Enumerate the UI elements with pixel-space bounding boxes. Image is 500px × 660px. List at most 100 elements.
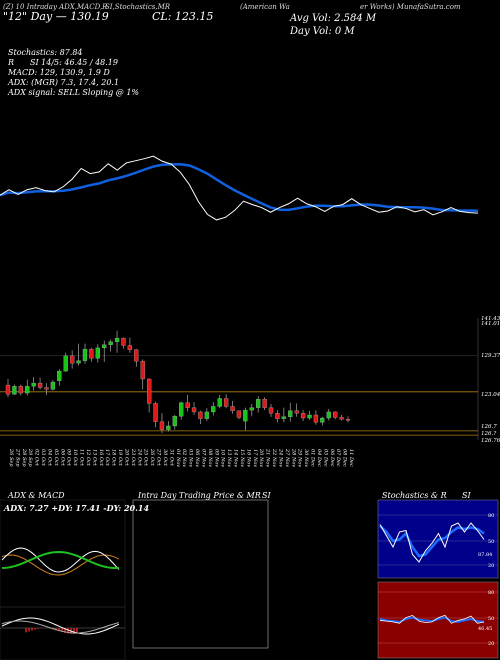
- date-label: 17 Nov: [252, 449, 258, 467]
- stoch-axis-label: 80: [488, 513, 494, 519]
- date-label: 25 Oct: [143, 448, 149, 467]
- candle-body: [134, 349, 139, 362]
- stoch-axis-label: 50: [488, 539, 494, 545]
- header-close-value: CL: 123.15: [152, 10, 214, 23]
- candle-body: [82, 348, 88, 361]
- stoch-title: Stochastics & R: [382, 491, 447, 500]
- candle-body: [76, 360, 81, 364]
- candle-body: [230, 406, 235, 411]
- candle-body: [146, 378, 152, 404]
- candle-body: [281, 416, 286, 419]
- candle-body: [333, 411, 338, 418]
- date-label: 15 Nov: [239, 449, 245, 467]
- date-label: 05 Oct: [53, 449, 59, 467]
- rsi-readout: SI 14/5: 46.45 / 48.19: [30, 58, 118, 67]
- date-label: 06 Dec: [329, 449, 335, 467]
- date-label: 06 Nov: [194, 449, 200, 467]
- price-label-0: 141.43: [481, 316, 500, 322]
- date-label: 01 Nov: [175, 449, 181, 467]
- stochastics-readout: Stochastics: 87.84: [8, 48, 83, 57]
- candle-body: [50, 381, 56, 390]
- intraday-panel: [132, 499, 269, 649]
- intraday-title-si: SI: [262, 491, 271, 500]
- intraday-title: Intra Day Trading Price & MR: [138, 491, 261, 500]
- candle-body: [108, 341, 113, 345]
- date-label: 07 Nov: [200, 449, 206, 467]
- rsi-line: [379, 616, 485, 623]
- date-label: 18 Oct: [111, 449, 117, 467]
- candle-body: [114, 337, 120, 342]
- stoch-axis-label: 20: [488, 563, 494, 569]
- candle-body: [179, 402, 184, 417]
- adx-signal: ADX signal: SELL Sloping @ 1%: [8, 88, 140, 97]
- candle-body: [5, 384, 11, 395]
- candle-body: [288, 410, 293, 417]
- date-label: 29 Nov: [297, 448, 303, 467]
- date-label: 28 Sep: [21, 448, 27, 467]
- header-title-mid: SI,Stochastics,MR: [105, 3, 171, 11]
- candle-body: [63, 355, 68, 372]
- candle-body: [153, 403, 158, 422]
- candle-body: [37, 383, 43, 388]
- adx-values-readout: ADX: 7.27 +DY: 17.41 -DY: 20.14: [4, 503, 150, 513]
- candle-body: [166, 425, 171, 430]
- rsi-axis-label: 80: [488, 590, 494, 596]
- date-label: 08 Nov: [207, 449, 213, 467]
- date-label: 06 Oct: [59, 449, 65, 467]
- date-label: 24 Nov: [277, 448, 283, 467]
- date-label: 05 Dec: [322, 449, 328, 467]
- date-label: 21 Nov: [265, 448, 271, 467]
- macd-readout: MACD: 129, 130.9, 1.9 D: [8, 68, 110, 77]
- candle-body: [236, 410, 242, 418]
- date-label: 01 Dec: [310, 449, 316, 467]
- candle-body: [223, 398, 229, 407]
- candle-body: [31, 383, 36, 387]
- candle-body: [262, 398, 267, 408]
- date-label: 03 Oct: [40, 449, 46, 467]
- date-label: 16 Nov: [245, 449, 251, 467]
- date-label: 13 Oct: [91, 449, 97, 467]
- price-label-5: 126.?: [481, 431, 496, 437]
- rsi-axis-label: 20: [488, 641, 494, 647]
- header-company: (American Wa: [240, 3, 290, 11]
- date-label: 31 Oct: [168, 449, 174, 467]
- date-label: 09 Oct: [66, 449, 72, 467]
- candle-body: [25, 386, 30, 394]
- date-label: 07 Dec: [335, 449, 341, 467]
- candle-body: [191, 407, 197, 413]
- avg-volume: Avg Vol: 2.584 M: [290, 13, 377, 24]
- candle-body: [172, 416, 177, 427]
- candle-body: [243, 409, 248, 422]
- adx-macd-panel: [0, 499, 126, 660]
- date-label: 29 Sep: [27, 448, 33, 467]
- adx-plusdi-line: [1, 554, 120, 576]
- adx-macd-title: ADX & MACD: [8, 491, 65, 500]
- candle-body: [268, 407, 274, 414]
- date-label: 20 Oct: [123, 448, 129, 467]
- stoch-title-si: SI: [462, 491, 471, 500]
- candle-body: [339, 417, 344, 420]
- date-label: 11 Dec: [348, 449, 354, 467]
- date-label: 27 Sep: [14, 448, 20, 467]
- date-label: 24 Oct: [136, 448, 142, 467]
- candle-body: [185, 402, 190, 408]
- candle-body: [275, 413, 280, 419]
- date-label: 14 Nov: [233, 449, 239, 467]
- price-label-2: 129.37: [481, 353, 500, 359]
- date-label: 04 Dec: [316, 449, 322, 467]
- macd-line: [1, 617, 120, 635]
- price-label-6: 126.76: [481, 438, 500, 444]
- price-label-4: 126.7: [481, 424, 497, 430]
- header-site: er Works) MunafaSutra.com: [360, 3, 461, 11]
- date-label: 12 Oct: [85, 449, 91, 467]
- candle-body: [198, 411, 203, 419]
- date-label: 02 Nov: [181, 449, 187, 467]
- date-label: 26 Oct: [149, 448, 155, 467]
- day-volume: Day Vol: 0 M: [290, 26, 355, 37]
- moving-average-line: [0, 162, 479, 213]
- rsi-axis-label: 50: [488, 616, 494, 622]
- date-label: 11 Oct: [79, 449, 85, 467]
- adx-readout: ADX: (MGR) 7.3, 17.4, 20.1: [8, 78, 120, 87]
- candle-body: [18, 386, 23, 394]
